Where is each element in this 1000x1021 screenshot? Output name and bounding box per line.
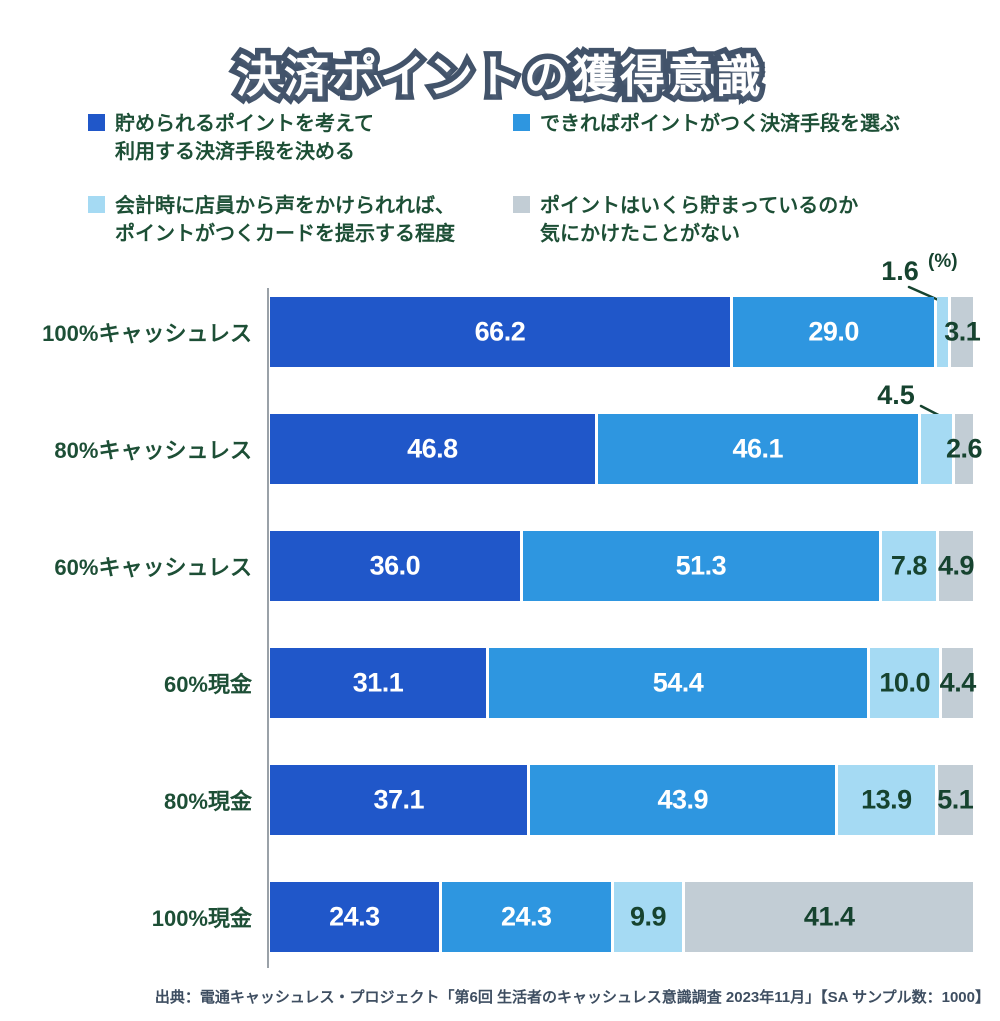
bar-segment-s4: 5.1 [937, 765, 974, 835]
bar-segment-s4: 41.4 [685, 882, 974, 952]
bar-segment-s3 [920, 414, 952, 484]
segment-value: 31.1 [352, 667, 404, 698]
stacked-bar: 24.3 24.3 9.9 41.4 [270, 882, 974, 952]
legend: 貯められるポイントを考えて 利用する決済手段を決める できればポイントがつく決済… [88, 110, 900, 248]
legend-label: ポイントはいくら貯まっているのか 気にかけたことがない [540, 195, 859, 245]
stacked-bar: 66.2 29.0 3.1 [270, 297, 981, 367]
category-label: 80%キャッシュレス [54, 438, 252, 463]
segment-value: 9.9 [629, 901, 667, 932]
source-citation: 出典：電通キャッシュレス・プロジェクト「第6回 生活者のキャッシュレス意識調査 … [154, 989, 990, 1006]
category-label: 100%現金 [151, 906, 252, 931]
bar-segment-s4: 4.9 [937, 531, 975, 601]
bar-segment-s4: 4.4 [939, 648, 977, 718]
legend-item-2: できればポイントがつく決済手段を選ぶ [513, 110, 900, 166]
bar-segment-s1: 24.3 [270, 882, 439, 952]
bar-row-6: 100%現金 24.3 24.3 9.9 41.4 [0, 882, 1000, 952]
legend-item-4: ポイントはいくら貯まっているのか 気にかけたことがない [513, 192, 900, 248]
segment-value: 3.1 [944, 316, 981, 347]
stacked-bar-chart: (%) 1.6 4.5 100%キャッシュレス 66.2 29.0 3.1 80… [0, 250, 1000, 980]
segment-value: 4.4 [939, 667, 977, 698]
legend-item-3: 会計時に店員から声をかけられれば、 ポイントがつくカードを提示する程度 [88, 192, 513, 248]
bar-segment-s3: 13.9 [838, 765, 935, 835]
bar-segment-s1: 37.1 [270, 765, 528, 835]
bar-row-4: 60%現金 31.1 54.4 10.0 4.4 [0, 648, 1000, 718]
segment-value: 46.1 [732, 433, 784, 464]
segment-value: 37.1 [373, 784, 425, 815]
callout-value-row1-seg3: 1.6 [881, 256, 919, 286]
y-axis-line [267, 288, 269, 968]
unit-label: (%) [928, 251, 958, 272]
stacked-bar: 46.8 46.1 2.6 [270, 414, 983, 484]
segment-value: 13.9 [861, 784, 912, 815]
legend-swatch-icon [88, 114, 105, 131]
segment-value: 24.3 [500, 901, 552, 932]
bar-segment-s2: 46.1 [597, 414, 918, 484]
bar-row-5: 80%現金 37.1 43.9 13.9 5.1 [0, 765, 1000, 835]
bar-segment-s4: 2.6 [946, 414, 983, 484]
bar-segment-s1: 31.1 [270, 648, 487, 718]
bar-segment-s2: 51.3 [522, 531, 879, 601]
segment-value: 10.0 [879, 667, 930, 698]
stacked-bar: 36.0 51.3 7.8 4.9 [270, 531, 975, 601]
segment-value: 43.9 [657, 784, 709, 815]
stacked-bar: 37.1 43.9 13.9 5.1 [270, 765, 974, 835]
bar-segment-s1: 46.8 [270, 414, 595, 484]
leader-line-row1 [907, 285, 945, 304]
segment-value: 41.4 [803, 901, 855, 932]
category-label: 80%現金 [163, 789, 252, 814]
segment-value: 51.3 [675, 550, 727, 581]
segment-value: 4.9 [937, 550, 975, 581]
segment-value: 24.3 [329, 901, 380, 932]
legend-label: 会計時に店員から声をかけられれば、 ポイントがつくカードを提示する程度 [115, 195, 455, 245]
bar-segment-s3: 7.8 [881, 531, 936, 601]
legend-label: 貯められるポイントを考えて 利用する決済手段を決める [115, 113, 374, 163]
bar-row-3: 60%キャッシュレス 36.0 51.3 7.8 4.9 [0, 531, 1000, 601]
bar-segment-s2: 43.9 [530, 765, 836, 835]
segment-value: 46.8 [407, 433, 458, 464]
bar-segment-s1: 66.2 [270, 297, 730, 367]
legend-swatch-icon [513, 196, 530, 213]
bar-segment-s4: 3.1 [944, 297, 981, 367]
legend-label: できればポイントがつく決済手段を選ぶ [540, 113, 900, 135]
bar-segment-s1: 36.0 [270, 531, 520, 601]
segment-value: 66.2 [474, 316, 526, 347]
bar-segment-s3 [937, 297, 949, 367]
bar-row-1: 100%キャッシュレス 66.2 29.0 3.1 [0, 297, 1000, 367]
category-label: 60%現金 [163, 672, 252, 697]
bar-segment-s3: 10.0 [869, 648, 940, 718]
bar-segment-s2: 54.4 [489, 648, 867, 718]
bar-segment-s2: 29.0 [732, 297, 935, 367]
segment-value: 5.1 [937, 784, 974, 815]
segment-value: 29.0 [808, 316, 859, 347]
legend-item-1: 貯められるポイントを考えて 利用する決済手段を決める [88, 110, 513, 166]
legend-swatch-icon [513, 114, 530, 131]
category-label: 100%キャッシュレス [42, 321, 252, 346]
legend-swatch-icon [88, 196, 105, 213]
segment-value: 2.6 [945, 433, 983, 464]
bar-segment-s3: 9.9 [613, 882, 683, 952]
chart-title: 決済ポイントの獲得意識 [230, 46, 766, 108]
segment-value: 7.8 [890, 550, 928, 581]
segment-value: 54.4 [652, 667, 704, 698]
category-label: 60%キャッシュレス [54, 555, 252, 580]
bar-segment-s2: 24.3 [441, 882, 611, 952]
stacked-bar: 31.1 54.4 10.0 4.4 [270, 648, 977, 718]
segment-value: 36.0 [369, 550, 421, 581]
bar-row-2: 80%キャッシュレス 46.8 46.1 2.6 [0, 414, 1000, 484]
callout-value-row2-seg3: 4.5 [877, 380, 915, 410]
